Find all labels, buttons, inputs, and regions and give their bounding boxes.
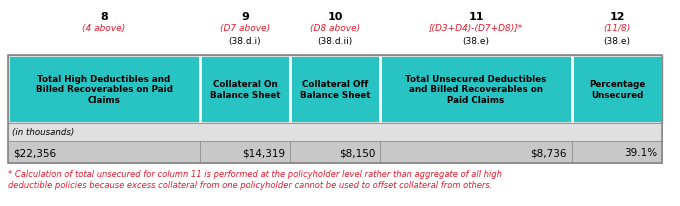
Bar xyxy=(290,141,380,163)
Text: $22,356: $22,356 xyxy=(13,147,56,157)
Text: (38.e): (38.e) xyxy=(462,37,490,46)
Text: Total Unsecured Deductibles
and Billed Recoverables on
Paid Claims: Total Unsecured Deductibles and Billed R… xyxy=(405,75,547,104)
Bar xyxy=(8,141,200,163)
Text: 8: 8 xyxy=(100,12,108,22)
Bar xyxy=(572,56,662,123)
Bar xyxy=(8,4,662,56)
Bar xyxy=(8,56,200,123)
Text: Total High Deductibles and
Billed Recoverables on Paid
Claims: Total High Deductibles and Billed Recove… xyxy=(35,75,173,104)
Text: deductible policies because excess collateral from one policyholder cannot be us: deductible policies because excess colla… xyxy=(8,180,492,189)
Bar xyxy=(8,56,662,123)
Text: (38.d.i): (38.d.i) xyxy=(228,37,261,46)
Bar xyxy=(8,56,662,163)
Text: (D7 above): (D7 above) xyxy=(220,24,270,33)
Bar xyxy=(8,123,662,141)
Text: (D8 above): (D8 above) xyxy=(310,24,360,33)
Bar xyxy=(380,141,572,163)
Bar xyxy=(572,141,662,163)
Text: (11/8): (11/8) xyxy=(603,24,630,33)
Text: $8,736: $8,736 xyxy=(530,147,567,157)
Text: (in thousands): (in thousands) xyxy=(12,128,74,137)
Text: (4 above): (4 above) xyxy=(82,24,126,33)
Text: 10: 10 xyxy=(327,12,343,22)
Text: (38.e): (38.e) xyxy=(604,37,630,46)
Bar xyxy=(200,141,290,163)
Text: [(D3+D4)-(D7+D8)]*: [(D3+D4)-(D7+D8)]* xyxy=(429,24,523,33)
Text: 12: 12 xyxy=(609,12,625,22)
Text: 9: 9 xyxy=(241,12,249,22)
Text: Collateral On
Balance Sheet: Collateral On Balance Sheet xyxy=(209,80,280,99)
Bar xyxy=(200,56,290,123)
Text: 39.1%: 39.1% xyxy=(624,147,657,157)
Text: (38.d.ii): (38.d.ii) xyxy=(318,37,353,46)
Text: Collateral Off
Balance Sheet: Collateral Off Balance Sheet xyxy=(300,80,370,99)
Text: $14,319: $14,319 xyxy=(242,147,285,157)
Bar xyxy=(290,56,380,123)
Text: $8,150: $8,150 xyxy=(339,147,375,157)
Text: * Calculation of total unsecured for column 11 is performed at the policyholder : * Calculation of total unsecured for col… xyxy=(8,169,502,178)
Bar xyxy=(380,56,572,123)
Text: 11: 11 xyxy=(469,12,483,22)
Text: Percentage
Unsecured: Percentage Unsecured xyxy=(589,80,645,99)
